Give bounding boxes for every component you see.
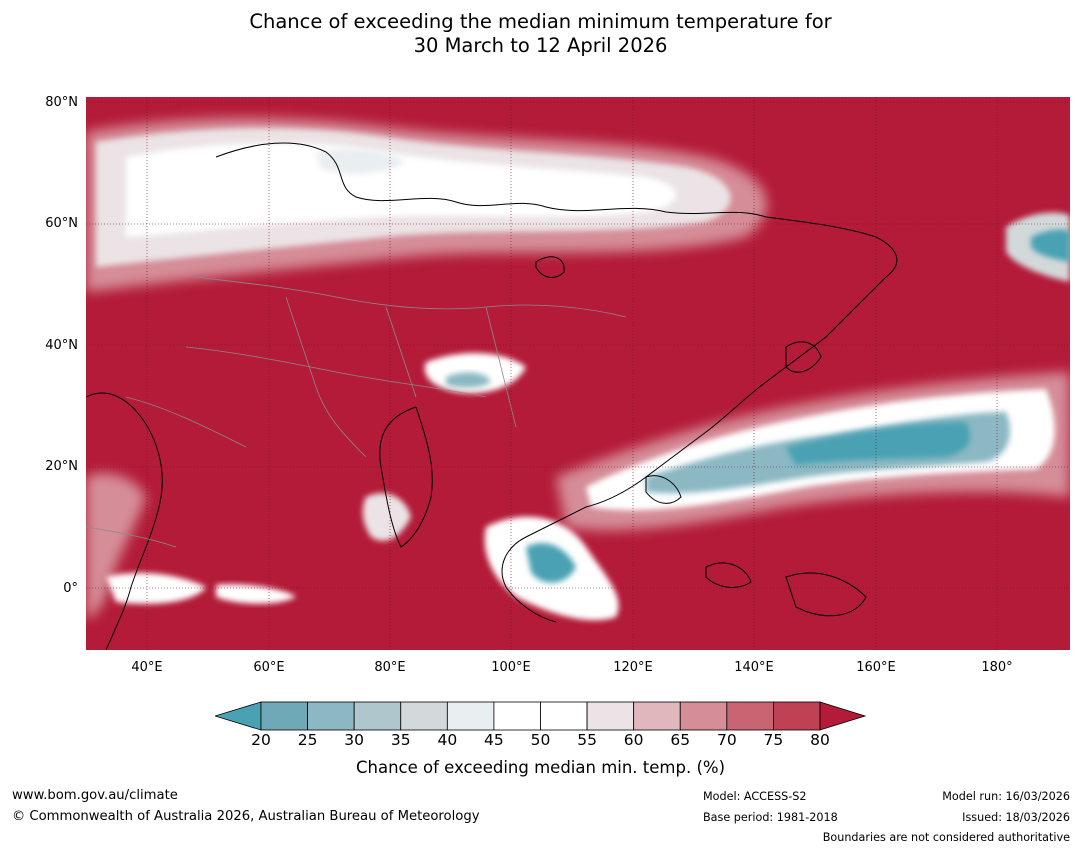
probability-map (86, 97, 1070, 650)
colorbar-tick-35: 35 (390, 731, 411, 749)
coastlines (86, 142, 898, 650)
footer-base-period: Base period: 1981-2018 (703, 811, 838, 824)
lon-label-100e: 100°E (491, 660, 531, 675)
lon-label-120e: 120°E (613, 660, 653, 675)
shading-pacific-band (556, 372, 1070, 531)
colorbar-extend-high (819, 701, 867, 731)
lat-label-80n: 80°N (45, 95, 78, 110)
footer-copyright: © Commonwealth of Australia 2026, Austra… (12, 809, 480, 824)
colorbar-tick-70: 70 (716, 731, 737, 749)
colorbar-tick-50: 50 (530, 731, 551, 749)
lat-label-60n: 60°N (45, 216, 78, 231)
lon-label-80e: 80°E (374, 660, 406, 675)
footer-website-link[interactable]: www.bom.gov.au/climate (12, 788, 178, 803)
lon-label-180: 180° (981, 660, 1013, 675)
lon-label-140e: 140°E (734, 660, 774, 675)
colorbar-segment-45-50 (493, 701, 541, 731)
probability-map-svg (86, 97, 1070, 650)
colorbar-segments (215, 701, 867, 731)
shading-central-asia (424, 352, 526, 394)
colorbar-tick-25: 25 (297, 731, 318, 749)
colorbar-segment-70-75 (726, 701, 774, 731)
colorbar-segment-20-25 (260, 701, 308, 731)
lat-label-20n: 20°N (45, 459, 78, 474)
footer-model-run: Model run: 16/03/2026 (942, 790, 1070, 803)
colorbar-segment-30-35 (353, 701, 402, 731)
map-title: Chance of exceeding the median minimum t… (0, 10, 1081, 58)
colorbar-tick-40: 40 (437, 731, 458, 749)
colorbar (215, 701, 867, 731)
colorbar-segment-25-30 (307, 701, 355, 731)
shading-maritime-continent (484, 516, 619, 621)
colorbar-label: Chance of exceeding median min. temp. (%… (355, 758, 726, 777)
colorbar-segment-75-80 (773, 701, 821, 731)
shading-kamchatka (1006, 212, 1070, 282)
colorbar-tick-30: 30 (344, 731, 365, 749)
footer-issued: Issued: 18/03/2026 (962, 811, 1070, 824)
footer-model: Model: ACCESS-S2 (703, 790, 807, 803)
colorbar-tick-55: 55 (577, 731, 597, 749)
lon-label-160e: 160°E (856, 660, 896, 675)
colorbar-segment-55-60 (586, 701, 635, 731)
colorbar-extend-low (215, 701, 262, 731)
colorbar-tick-75: 75 (763, 731, 784, 749)
map-title-line1: Chance of exceeding the median minimum t… (249, 10, 832, 33)
shading-northern-eurasia (86, 117, 767, 292)
colorbar-segment-50-55 (540, 701, 588, 731)
gridlines (86, 97, 1070, 650)
shading-south-asia (362, 493, 411, 541)
colorbar-tick-60: 60 (623, 731, 644, 749)
lon-label-40e: 40°E (131, 660, 163, 675)
lat-label-40n: 40°N (45, 338, 78, 353)
colorbar-tick-45: 45 (484, 731, 504, 749)
colorbar-segment-60-65 (633, 701, 681, 731)
lon-label-60e: 60°E (253, 660, 285, 675)
colorbar-tick-20: 20 (251, 731, 271, 749)
colorbar-segment-35-40 (400, 701, 448, 731)
colorbar-segment-65-70 (679, 701, 728, 731)
footer-disclaimer: Boundaries are not considered authoritat… (822, 831, 1070, 844)
political-boundaries (86, 276, 627, 548)
colorbar-segment-40-45 (446, 701, 495, 731)
colorbar-tick-80: 80 (810, 731, 830, 749)
map-title-line2: 30 March to 12 April 2026 (413, 34, 668, 57)
lat-label-0: 0° (63, 581, 78, 596)
shading-east-africa (86, 473, 296, 619)
colorbar-tick-65: 65 (670, 731, 691, 749)
